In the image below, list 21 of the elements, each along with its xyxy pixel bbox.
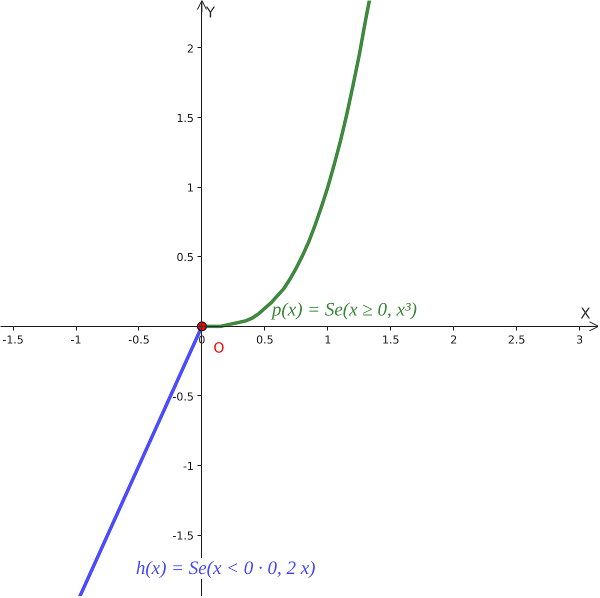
- y-tick-label: -1: [182, 460, 194, 474]
- y-tick-label: -0.5: [172, 390, 194, 404]
- x-tick-label: -0.5: [128, 333, 150, 346]
- x-tick-label: 1: [324, 333, 332, 346]
- series-label: h(x) = Se(x < 0 · 0, 2 x): [136, 558, 316, 579]
- series-label: O: [213, 340, 224, 356]
- y-axis-title: Y: [204, 4, 216, 22]
- y-tick-label: 1: [186, 182, 194, 195]
- x-tick-label: 2.5: [508, 333, 526, 346]
- y-tick-label: 0.5: [176, 251, 194, 264]
- series-label: p(x) = Se(x ≥ 0, x³): [270, 299, 417, 320]
- y-tick-label: 2: [186, 42, 194, 56]
- x-tick-label: -1.5: [2, 333, 24, 346]
- x-tick-label: 0.5: [256, 333, 274, 346]
- x-tick-label: -1: [70, 333, 82, 346]
- x-tick-label: 3: [576, 333, 584, 346]
- x-axis-title: X: [580, 304, 591, 322]
- x-tick-label: 1.5: [382, 333, 400, 346]
- y-tick-label: 1.5: [176, 112, 194, 125]
- x-tick-label: 2: [450, 333, 458, 346]
- y-tick-label: -1.5: [172, 530, 194, 543]
